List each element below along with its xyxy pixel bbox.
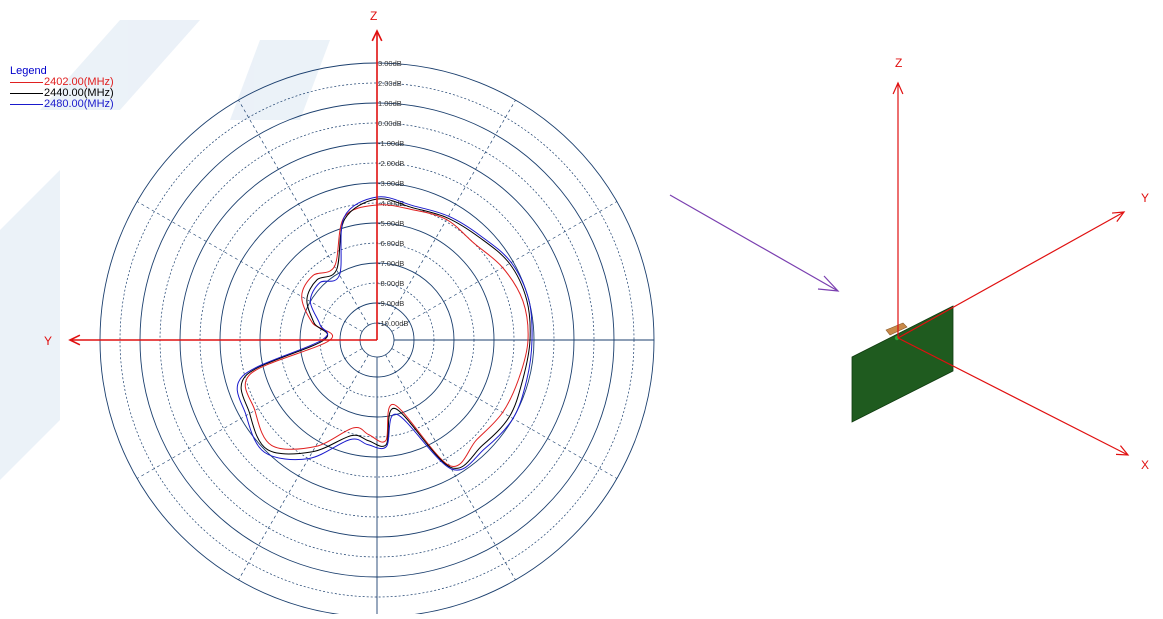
series-line-3 — [236, 196, 533, 471]
legend: Legend 2402.00(MHz) 2440.00(MHz) 2480.00(M… — [10, 66, 114, 110]
board-y-axis — [897, 211, 1125, 339]
antenna-connector — [885, 322, 908, 336]
legend-label: 2402.00(MHz) — [44, 76, 114, 88]
grid-spoke — [385, 354, 516, 581]
ring-label: -5.00dB — [378, 219, 404, 228]
legend-label: 2440.00(MHz) — [44, 87, 114, 99]
watermark-shape — [40, 20, 200, 110]
ring-label: 0.00dB — [378, 119, 402, 128]
legend-swatch — [10, 93, 43, 94]
ring-label: 3.00dB — [378, 59, 402, 68]
series-line-2 — [240, 198, 531, 469]
grid-spoke — [391, 348, 618, 479]
polar-z-axis-head — [371, 29, 383, 42]
polar-z-label: Z — [370, 9, 377, 23]
board-z-label: Z — [895, 56, 902, 70]
ring-label: -3.00dB — [378, 179, 404, 188]
watermark-shape — [0, 170, 60, 480]
legend-label: 2480.00(MHz) — [44, 98, 114, 110]
legend-swatch — [10, 104, 43, 105]
ring-label: -9.00dB — [378, 299, 404, 308]
polar-y-label: Y — [44, 334, 52, 348]
legend-item: 2440.00(MHz) — [10, 88, 114, 99]
board-x-label: X — [1141, 458, 1149, 472]
board-z-axis-head — [892, 81, 904, 95]
polar-y-axis-head — [68, 334, 81, 346]
watermark-shape — [230, 40, 330, 120]
ring-label: 1.00dB — [378, 99, 402, 108]
polar-axes: ZY — [44, 9, 383, 348]
board-y-label: Y — [1141, 191, 1149, 205]
grid-spoke — [238, 354, 369, 581]
legend-item: 2480.00(MHz) — [10, 99, 114, 110]
ring-label: -10.00dB — [378, 319, 408, 328]
ring-label: -6.00dB — [378, 239, 404, 248]
pcb-board — [851, 305, 954, 423]
series-line-1 — [244, 204, 529, 468]
ring-label: -4.00dB — [378, 199, 404, 208]
ring-label: -2.00dB — [378, 159, 404, 168]
board-figure: Z Y X — [851, 56, 1149, 472]
legend-swatch — [10, 82, 43, 83]
grid-spoke — [238, 99, 369, 326]
grid-spoke — [385, 99, 516, 326]
pointer-line — [669, 194, 839, 292]
board-x-axis-head — [1115, 445, 1130, 456]
legend-title: Legend — [10, 65, 47, 77]
ring-label: -7.00dB — [378, 259, 404, 268]
ring-label: -8.00dB — [378, 279, 404, 288]
ring-label: 2.00dB — [378, 79, 402, 88]
pointer-arrow — [669, 194, 840, 292]
legend-rows: 2402.00(MHz) 2440.00(MHz) 2480.00(MHz) — [10, 77, 114, 110]
grid-spoke — [136, 201, 363, 332]
grid-spoke — [391, 201, 618, 332]
pointer-head — [817, 275, 840, 292]
ring-label: -1.00dB — [378, 139, 404, 148]
pattern-curves — [236, 196, 533, 471]
grid-spoke — [136, 348, 363, 479]
legend-item: 2402.00(MHz) — [10, 77, 114, 88]
board-y-axis-head — [1111, 211, 1126, 222]
board-x-axis — [897, 337, 1129, 456]
watermark — [0, 20, 330, 480]
